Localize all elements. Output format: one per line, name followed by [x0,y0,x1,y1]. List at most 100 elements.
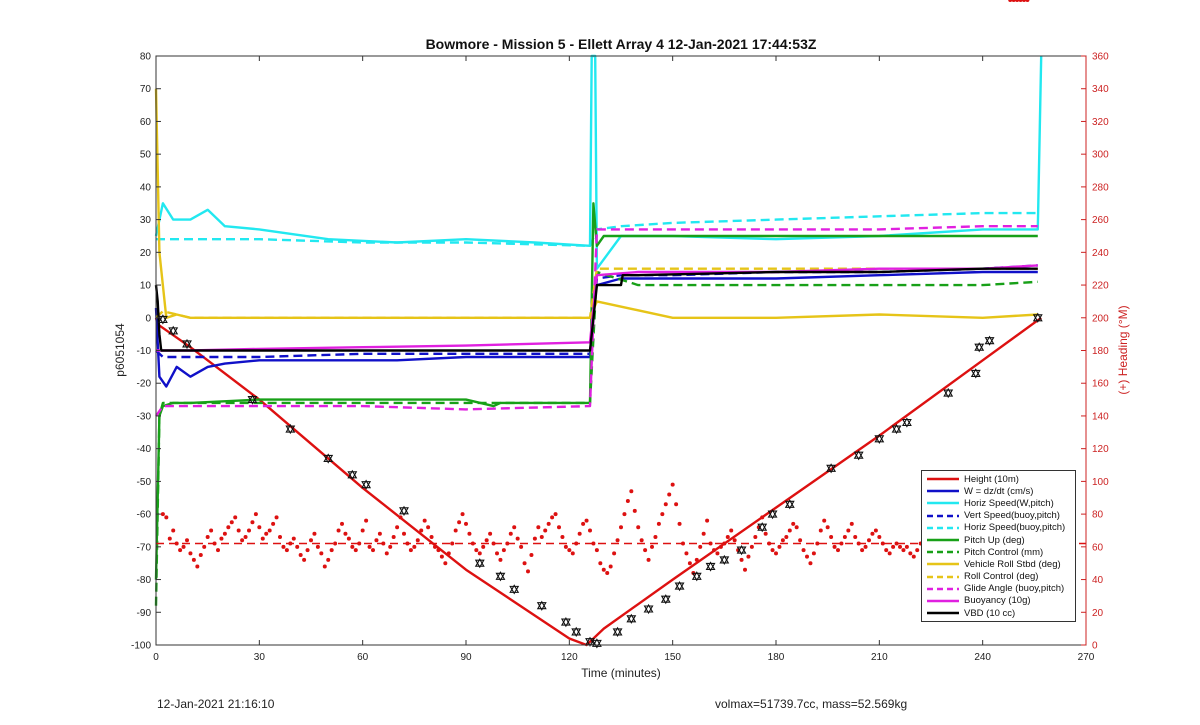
heading-point [529,553,534,558]
heading-point [718,544,723,549]
height-marker [347,469,358,480]
heading-point [470,541,475,546]
heading-point [870,531,875,536]
height-marker [323,453,334,464]
heading-point [467,531,472,536]
legend-item: Pitch Up (deg) [922,534,1075,546]
heading-point [398,515,403,520]
heading-point [687,561,692,566]
height-marker [495,571,506,582]
heading-point [725,535,730,540]
heading-point [887,551,892,556]
heading-point [216,548,220,553]
height-marker [891,423,902,435]
height-marker [247,394,258,405]
y-tick-label-left: -20 [137,379,152,390]
height-marker [560,616,571,628]
heading-point [894,541,899,546]
heading-point [371,548,375,553]
heading-point [377,531,382,536]
heading-point [164,515,169,520]
legend-item: W = dz/dt (cm/s) [922,485,1075,497]
heading-point [436,548,441,553]
legend-label: Horiz Speed(W,pitch) [964,497,1054,509]
height-marker [168,325,179,336]
height-marker [691,571,702,582]
heading-point [791,521,796,526]
heading-point [873,528,878,533]
heading-point [656,521,661,526]
heading-point [357,541,362,546]
y-tick-label-left: -10 [137,346,152,357]
heading-point [288,541,293,546]
x-tick-label: 90 [460,652,472,663]
heading-point [271,521,276,526]
height-marker [626,613,637,624]
heading-point [560,535,565,540]
height-marker [571,626,582,638]
y-tick-label-right: 320 [1092,117,1109,128]
heading-point [722,541,727,546]
y-tick-label-left: 60 [140,117,152,128]
y-tick-label-left: 0 [145,313,151,324]
heading-point [732,538,737,543]
heading-point [591,541,596,546]
heading-point [439,554,444,559]
heading-point [484,538,489,543]
heading-point [846,528,851,533]
height-marker [612,626,623,638]
heading-point [188,551,193,556]
height-marker [285,423,296,435]
legend-swatch [927,599,959,603]
y-tick-label-right: 100 [1092,477,1109,488]
heading-point [670,482,675,487]
height-marker [853,450,864,461]
heading-point [588,528,592,533]
y-tick-label-right: 40 [1092,575,1104,586]
heading-point [346,536,351,541]
height-marker [399,505,409,516]
series-line-7 [154,270,1038,606]
y-tick-label-right: 180 [1092,346,1109,357]
series-line-9 [155,267,1038,319]
heading-point [557,525,561,530]
series-line-12 [154,267,1038,352]
heading-point [1022,0,1026,2]
height-marker [901,417,912,428]
heading-point [212,541,217,546]
heading-point [446,551,451,556]
heading-point [660,512,665,517]
heading-point [729,528,734,533]
heading-point [522,561,527,566]
heading-point [298,553,303,558]
x-tick-label: 210 [871,652,888,663]
heading-point [460,512,465,517]
heading-point [457,520,462,525]
heading-point [532,536,537,541]
height-markers [157,312,1043,649]
heading-point [422,518,427,523]
y-tick-label-left: 40 [140,182,152,193]
heading-point [329,548,334,553]
heading-point [491,541,496,546]
x-tick-label: 150 [664,652,681,663]
y-tick-label-right: 20 [1092,608,1104,619]
heading-point [822,518,827,523]
height-marker [157,314,168,325]
heading-point [739,557,744,562]
heading-point [546,521,551,526]
height-marker [736,544,747,556]
heading-point [171,528,176,533]
heading-point [247,528,251,533]
heading-point [319,551,324,556]
heading-point [698,544,703,549]
height-marker [509,584,520,595]
heading-point [284,548,289,553]
heading-point [818,528,823,533]
height-marker [660,594,671,605]
heading-point [908,551,913,556]
heading-point [753,535,758,540]
y-tick-label-left: -50 [137,477,152,488]
legend-swatch [927,538,959,542]
heading-point [749,544,754,549]
